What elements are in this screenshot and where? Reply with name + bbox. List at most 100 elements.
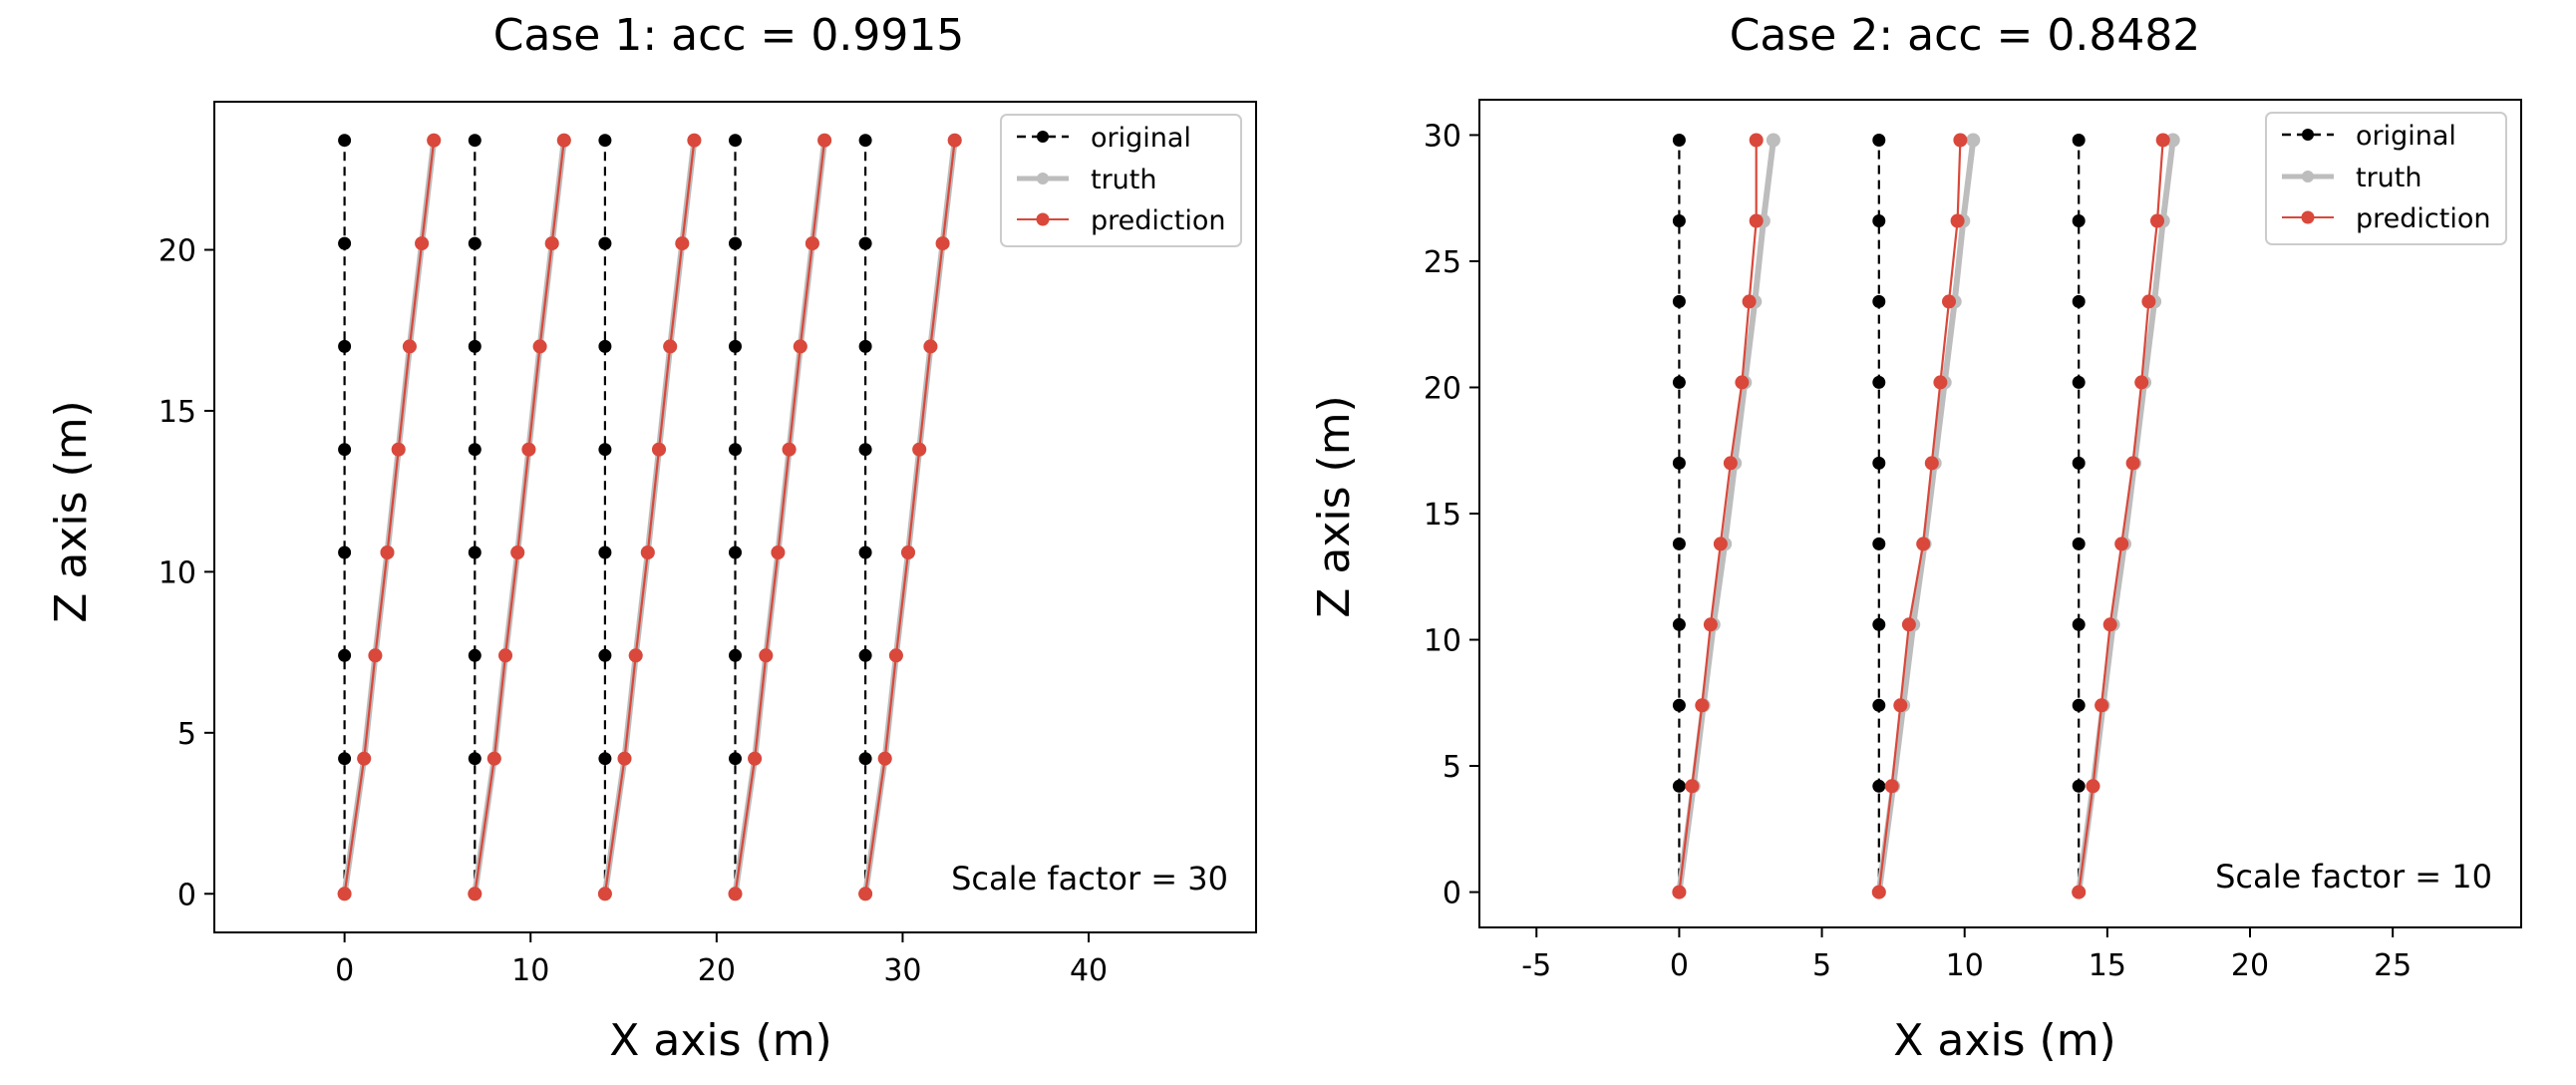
data-point-original	[598, 443, 612, 457]
data-point-original	[1872, 456, 1886, 470]
x-tick-label: 10	[511, 953, 549, 988]
data-point-original	[338, 648, 352, 662]
data-point-prediction	[532, 339, 547, 354]
data-point-original	[1872, 134, 1886, 147]
data-point-original	[1672, 134, 1686, 147]
data-point-original	[2072, 214, 2086, 227]
data-point-prediction	[380, 545, 395, 559]
y-tick-label: 15	[159, 395, 196, 430]
data-point-prediction	[652, 442, 666, 457]
data-point-prediction	[468, 887, 483, 902]
data-point-prediction	[337, 887, 352, 902]
data-point-prediction	[2125, 456, 2140, 471]
data-point-prediction	[2094, 698, 2109, 713]
data-point-prediction	[675, 236, 690, 251]
y-tick-label: 30	[1424, 119, 1461, 154]
series-line-prediction	[343, 140, 436, 895]
data-point-prediction	[817, 133, 832, 148]
data-point-prediction	[498, 648, 512, 663]
legend-entry-original: original	[2282, 121, 2456, 152]
legend-box	[2265, 112, 2507, 245]
data-point-original	[729, 648, 742, 662]
data-point-original	[1672, 375, 1686, 389]
series-line-truth	[1875, 140, 1977, 893]
plot-marks	[1672, 133, 2180, 900]
data-point-original	[729, 443, 742, 457]
data-point-prediction	[912, 442, 927, 457]
data-point-original	[729, 752, 742, 766]
legend: original truth prediction	[1000, 114, 1242, 247]
x-tick-label: 5	[1812, 948, 1831, 983]
y-tick-label: 0	[177, 878, 196, 912]
chart-case-2: Case 2: acc = 0.8482 -5 0 5 10 15 20 25 0 5 10 15…	[1309, 10, 2522, 1066]
data-point-prediction	[544, 236, 559, 251]
data-point-prediction	[805, 236, 819, 251]
data-point-original	[598, 339, 612, 353]
data-point-prediction	[1916, 537, 1931, 551]
data-point-prediction	[1953, 133, 1968, 148]
data-point-original	[1872, 698, 1886, 712]
data-point-original	[858, 648, 872, 662]
data-point-prediction	[748, 751, 763, 766]
data-point-prediction	[1695, 698, 1710, 713]
data-point-prediction	[597, 887, 612, 902]
y-tick-label: 15	[1424, 498, 1461, 533]
data-point-original	[858, 134, 872, 148]
data-point-prediction	[1749, 133, 1764, 148]
data-point-original	[468, 545, 482, 559]
series-line-prediction	[603, 140, 696, 895]
x-tick-label: 40	[1070, 953, 1108, 988]
y-tick-label: 20	[159, 234, 196, 269]
data-point-prediction	[782, 442, 797, 457]
data-point-prediction	[628, 648, 643, 663]
data-point-original	[338, 134, 352, 148]
legend-entry-original: original	[1017, 123, 1191, 154]
series-line-prediction	[1678, 140, 1758, 893]
data-point-prediction	[901, 545, 915, 559]
data-point-prediction	[759, 648, 774, 663]
y-tick-label: 5	[177, 717, 196, 752]
data-point-prediction	[1672, 885, 1687, 900]
data-point-prediction	[2086, 779, 2100, 794]
y-axis-label: Z axis (m)	[1309, 395, 1360, 617]
data-point-original	[338, 545, 352, 559]
legend-label-truth: truth	[2356, 163, 2422, 193]
data-point-original	[598, 545, 612, 559]
y-tick-label: 10	[159, 555, 196, 590]
data-point-original	[1672, 294, 1686, 308]
data-point-prediction	[368, 648, 383, 663]
data-point-original	[1872, 294, 1886, 308]
series-line-prediction	[1877, 140, 1962, 893]
data-point-original	[338, 752, 352, 766]
data-point-original	[729, 545, 742, 559]
data-point-original	[2072, 779, 2086, 793]
data-point-original	[858, 752, 872, 766]
data-point-prediction	[1924, 456, 1939, 471]
data-point-prediction	[556, 133, 571, 148]
data-point-prediction	[1703, 617, 1718, 632]
data-point-prediction	[357, 751, 372, 766]
data-point-prediction	[1901, 617, 1916, 632]
series-line-prediction	[2078, 140, 2164, 893]
data-point-original	[729, 134, 742, 148]
data-point-original	[338, 443, 352, 457]
data-point-prediction	[2114, 537, 2129, 551]
data-point-prediction	[1735, 375, 1750, 390]
y-tick-label: 25	[1424, 245, 1461, 280]
legend-label-truth: truth	[1091, 165, 1157, 195]
data-point-original	[2072, 698, 2086, 712]
data-point-original	[598, 134, 612, 148]
data-point-original	[858, 443, 872, 457]
data-point-prediction	[793, 339, 807, 354]
data-point-original	[468, 236, 482, 250]
data-point-original	[1872, 779, 1886, 793]
data-point-original	[1672, 456, 1686, 470]
data-point-original	[858, 545, 872, 559]
legend-label-prediction: prediction	[1091, 205, 1225, 236]
x-tick-label: 0	[335, 953, 354, 988]
y-ticks: 0 5 10 15 20 25 30	[1424, 119, 1479, 911]
data-point-original	[2072, 537, 2086, 550]
x-tick-label: 20	[2231, 948, 2269, 983]
data-point-truth	[1766, 133, 1780, 148]
